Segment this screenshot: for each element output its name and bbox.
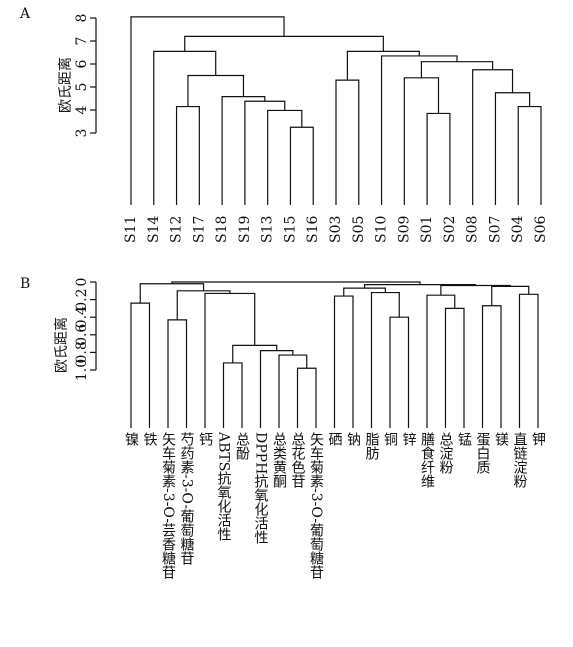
leaf-label: 芍药素-3-O-葡萄糖苷 [179,432,195,565]
merge-link [333,295,354,428]
leaf-label: S06 [533,216,549,243]
leaf-label: DPPH抗氧化活性 [253,432,269,545]
leaf-label: 钠 [345,432,361,447]
leaf-label: 蛋白质 [475,432,491,474]
merge-link [221,96,266,205]
y-tick-label: 8 [74,14,90,23]
y-tick-label: 4 [74,105,90,114]
merge-link [267,109,303,205]
merge-link [289,126,314,205]
y-tick-label: 0 [74,278,90,287]
merge-link [403,77,440,205]
leaf-label: ABTS抗氧化活性 [216,431,232,542]
merge-link [296,367,317,428]
merge-link [278,354,308,428]
leaf-label: S08 [465,216,481,243]
y-tick-label: 1.0 [74,359,90,381]
leaf-label: S05 [351,216,367,243]
leaf-label: S07 [487,216,503,243]
leaf-label: 镁 [493,432,509,446]
merge-link [139,283,205,304]
leaf-label: S10 [374,216,390,243]
y-axis-label: 欧氏距离 [53,317,70,373]
leaf-label: S19 [237,216,253,243]
leaf-label: S03 [328,216,344,243]
merge-link [494,92,531,205]
y-tick-label: 0.8 [74,341,90,363]
merge-link [472,69,514,205]
y-tick-label: 0.6 [74,324,90,346]
leaf-label: S11 [123,216,139,243]
leaf-label: S02 [442,216,458,243]
leaf-label: 总酚 [234,432,250,460]
merge-link [244,100,286,205]
merge-link [176,290,231,320]
leaf-label: 脂肪 [364,432,380,461]
leaf-label: S12 [169,216,185,243]
leaf-label: S17 [191,216,207,243]
y-tick-label: 5 [74,83,90,92]
leaf-label: 直链淀粉 [512,431,528,489]
leaf-label: 镍 [123,432,139,446]
leaf-label: 总花色苷 [290,432,306,488]
merge-link [171,281,421,285]
leaf-label: 矢车菊素-3-O-葡萄糖苷 [308,432,324,579]
merge-link [130,16,285,205]
merge-link [175,105,200,205]
merge-link [389,316,410,428]
leaf-label: S14 [146,216,162,243]
leaf-label: 总类黄酮 [271,432,287,488]
merge-link [518,293,539,428]
merge-link [517,105,542,205]
panel-label: A [19,6,31,22]
leaf-label: S18 [214,216,230,243]
merge-link [259,350,294,428]
merge-link [167,319,188,428]
y-tick-label: 0.2 [74,288,90,310]
leaf-label: S16 [305,216,321,243]
merge-link [444,307,465,428]
y-tick-label: 6 [74,59,90,68]
merge-link [153,50,217,205]
leaf-label: 总淀粉 [438,432,454,475]
leaf-label: S09 [396,216,412,243]
merge-link [204,292,256,428]
merge-link [481,305,502,428]
leaf-label: 锰 [456,432,472,446]
leaf-label: S15 [282,216,298,243]
y-tick-label: 0.4 [74,306,90,328]
y-tick-label: 7 [74,37,90,46]
merge-link [232,344,278,363]
merge-link [491,285,530,306]
leaf-label: 矢车菊素-3-O-芸香糖苷 [160,432,176,579]
merge-link [130,302,151,428]
leaf-label: 膳食纤维 [419,432,435,488]
leaf-label: 锌 [401,432,417,446]
leaf-label: 钾 [530,432,546,446]
merge-link [370,291,400,428]
merge-link [426,294,456,428]
leaf-label: S01 [419,216,435,243]
leaf-label: 钙 [197,432,213,446]
leaf-label: 铁 [142,432,158,446]
leaf-label: S13 [260,216,276,243]
merge-link [335,79,360,205]
panel-label: B [20,276,30,292]
leaf-label: S04 [510,216,526,243]
merge-link [187,74,245,107]
merge-link [184,35,384,52]
y-tick-label: 3 [74,129,90,138]
merge-link [222,362,243,428]
leaf-label: 硒 [327,432,343,446]
merge-link [426,112,451,205]
y-axis-label: 欧氏距离 [57,57,74,113]
leaf-label: 铜 [382,432,398,447]
